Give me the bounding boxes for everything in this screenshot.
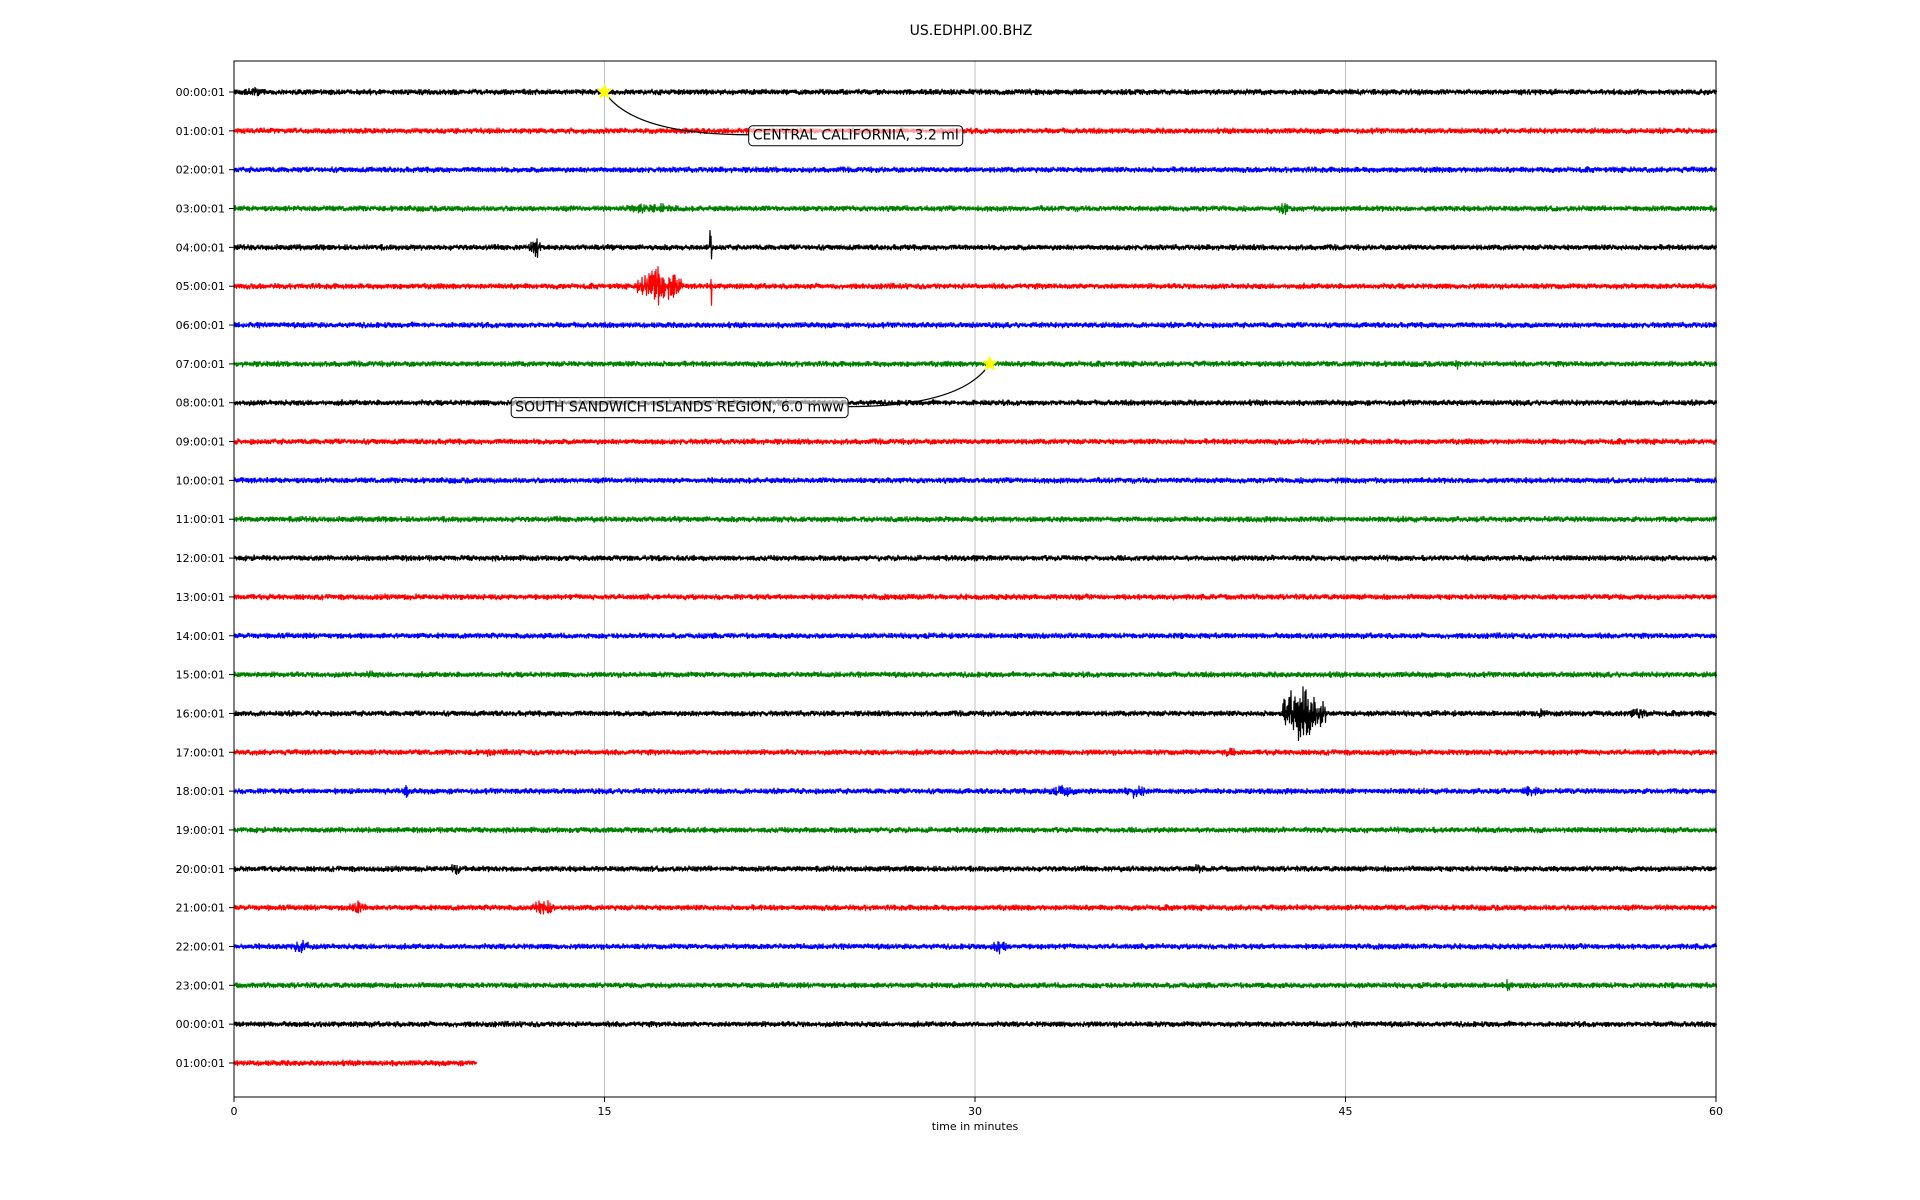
event-label-box <box>510 397 849 419</box>
row-time-label: 09:00:01 <box>176 436 225 449</box>
x-tick-label: 15 <box>598 1105 612 1118</box>
seismic-trace-row <box>233 126 1718 135</box>
row-time-label: 05:00:01 <box>176 280 225 293</box>
seismic-trace-row <box>233 863 1718 875</box>
event-star-marker <box>596 83 613 100</box>
seismic-trace-row <box>233 900 1718 915</box>
row-time-label: 13:00:01 <box>176 591 225 604</box>
event-label: CENTRAL CALIFORNIA, 3.2 ml <box>753 128 959 144</box>
event-label-box <box>748 125 964 147</box>
row-time-label: 03:00:01 <box>176 203 225 216</box>
row-time-labels: 00:00:01 01:00:01 02:00:01 03:00:01 04:00:01… <box>176 86 234 1070</box>
event-annotation: SOUTH SANDWICH ISLANDS REGION, 6.0 mww <box>510 355 999 419</box>
row-time-label: 04:00:01 <box>176 241 225 254</box>
seismic-trace-row <box>233 359 1718 370</box>
row-time-label: 12:00:01 <box>176 552 225 565</box>
row-time-label: 07:00:01 <box>176 358 225 371</box>
seismic-trace-row <box>233 202 1718 215</box>
seismic-trace-row <box>233 979 1718 992</box>
x-tick-label: 0 <box>231 1105 238 1118</box>
seismic-trace-row <box>233 826 1718 835</box>
event-label: SOUTH SANDWICH ISLANDS REGION, 6.0 mww <box>515 400 844 416</box>
seismic-trace-row <box>233 747 1718 757</box>
seismic-trace-row <box>233 1059 478 1067</box>
event-connector <box>604 91 749 136</box>
row-time-label: 00:00:01 <box>176 86 225 99</box>
seismic-trace-row <box>233 437 1718 446</box>
seismic-trace-row <box>233 631 1718 640</box>
x-tick-label: 60 <box>1709 1105 1723 1118</box>
x-axis-label: time in minutes <box>932 1120 1019 1133</box>
trace-layer <box>233 86 1718 1067</box>
row-time-label: 19:00:01 <box>176 824 225 837</box>
event-annotation: CENTRAL CALIFORNIA, 3.2 ml <box>596 83 964 147</box>
seismic-trace-row <box>233 554 1718 562</box>
row-time-label: 08:00:01 <box>176 397 225 410</box>
seismic-trace-row <box>233 398 1718 407</box>
seismic-trace-row <box>233 670 1718 679</box>
event-star-marker <box>981 355 999 371</box>
seismic-trace-row <box>233 230 1718 260</box>
event-annotations: CENTRAL CALIFORNIA, 3.2 ml SOUTH SANDWICH… <box>510 83 999 419</box>
row-time-label: 01:00:01 <box>176 125 225 138</box>
seismic-trace-row <box>233 165 1718 174</box>
seismic-trace-row <box>233 320 1718 330</box>
seismic-trace-row <box>233 939 1718 955</box>
seismic-trace-row <box>233 86 1718 97</box>
seismic-trace-row <box>233 266 1718 306</box>
seismic-trace-row <box>233 1020 1718 1029</box>
seismic-trace-row <box>233 476 1718 485</box>
seismic-trace-row <box>233 515 1718 524</box>
row-time-label: 11:00:01 <box>176 513 225 526</box>
seismic-trace-row <box>233 592 1718 601</box>
row-time-label: 23:00:01 <box>176 979 225 992</box>
row-time-label: 22:00:01 <box>176 940 225 953</box>
grid-layer <box>604 61 1346 1097</box>
seismic-trace-row <box>233 784 1718 799</box>
row-time-label: 06:00:01 <box>176 319 225 332</box>
x-tick-label: 30 <box>968 1105 982 1118</box>
event-connector <box>848 363 991 408</box>
row-time-label: 18:00:01 <box>176 785 225 798</box>
x-axis-ticks: 0 15 30 45 60 <box>231 1097 1723 1118</box>
row-time-label: 14:00:01 <box>176 630 225 643</box>
x-tick-label: 45 <box>1339 1105 1353 1118</box>
row-time-label: 01:00:01 <box>176 1057 225 1070</box>
row-time-label: 10:00:01 <box>176 474 225 487</box>
row-time-label: 15:00:01 <box>176 669 225 682</box>
row-time-label: 00:00:01 <box>176 1018 225 1031</box>
row-time-label: 21:00:01 <box>176 902 225 915</box>
chart-title: US.EDHPI.00.BHZ <box>910 23 1033 39</box>
row-time-label: 16:00:01 <box>176 707 225 720</box>
row-time-label: 17:00:01 <box>176 746 225 759</box>
row-time-label: 02:00:01 <box>176 164 225 177</box>
row-time-label: 20:00:01 <box>176 863 225 876</box>
seismic-trace-row <box>233 686 1718 742</box>
